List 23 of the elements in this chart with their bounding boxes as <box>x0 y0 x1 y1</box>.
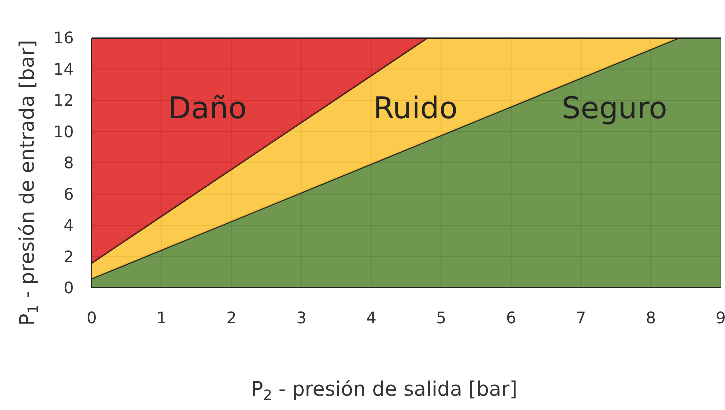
y-tick-label: 12 <box>54 91 74 110</box>
x-tick-label: 9 <box>716 308 725 328</box>
x-tick-label: 6 <box>506 308 516 328</box>
x-tick-label: 4 <box>366 308 377 328</box>
x-tick-label: 2 <box>226 308 237 328</box>
x-tick-label: 3 <box>296 308 307 328</box>
x-tick-label: 8 <box>646 308 656 328</box>
y-tick-label: 6 <box>64 184 74 204</box>
y-tick-label: 10 <box>54 122 74 142</box>
y-tick-label: 14 <box>54 60 74 79</box>
x-tick-label: 5 <box>436 308 447 328</box>
x-tick-label: 1 <box>156 308 167 328</box>
x-tick-label: 0 <box>86 308 98 328</box>
y-tick-label: 8 <box>64 154 74 173</box>
y-tick-label: 4 <box>64 216 74 236</box>
x-axis-title: P$_{2}$ - presión de salida [bar] <box>251 377 518 404</box>
series-label: Ruido <box>374 92 458 127</box>
y-tick-label: 0 <box>64 278 74 298</box>
x-tick-label: 7 <box>576 308 586 328</box>
y-tick-label: 2 <box>64 247 74 266</box>
y-tick-label: 16 <box>54 28 74 48</box>
series-label: Seguro <box>562 92 668 127</box>
series-label: Daño <box>168 92 247 127</box>
